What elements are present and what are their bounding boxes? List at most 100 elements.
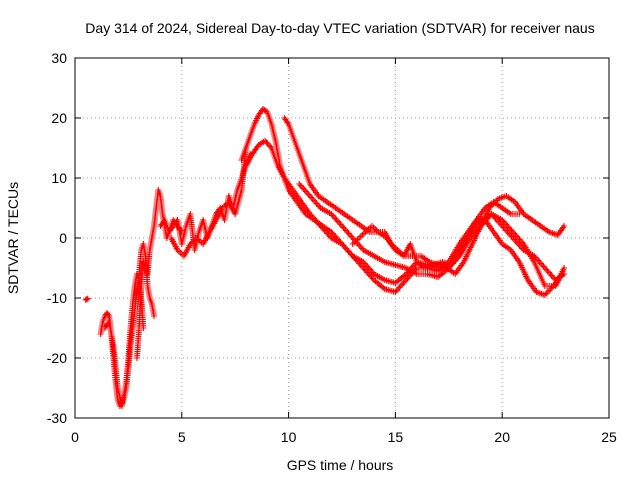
data-point bbox=[508, 227, 515, 234]
data-point bbox=[393, 287, 400, 294]
grid-lines bbox=[75, 58, 609, 418]
data-point bbox=[297, 182, 304, 189]
data-point bbox=[540, 263, 547, 270]
data-point bbox=[516, 242, 523, 249]
data-point bbox=[312, 199, 319, 205]
data-point bbox=[548, 272, 555, 279]
data-point bbox=[516, 211, 523, 217]
data-point bbox=[309, 196, 316, 202]
data-point bbox=[84, 295, 91, 302]
data-point bbox=[302, 188, 309, 195]
data-point bbox=[337, 221, 344, 228]
data-point bbox=[339, 223, 345, 229]
data-point bbox=[348, 233, 355, 240]
data-point bbox=[505, 230, 512, 237]
data-point bbox=[363, 262, 370, 268]
data-point bbox=[308, 194, 315, 201]
data-point bbox=[504, 229, 511, 235]
data-point bbox=[151, 313, 158, 319]
series-series-e bbox=[349, 199, 523, 271]
data-point bbox=[496, 220, 503, 226]
data-point bbox=[363, 268, 370, 274]
data-point bbox=[508, 233, 515, 240]
data-point bbox=[501, 220, 508, 226]
data-point bbox=[561, 223, 568, 229]
data-point bbox=[360, 265, 367, 271]
data-point bbox=[497, 221, 504, 228]
data-point bbox=[396, 284, 403, 291]
data-point bbox=[365, 271, 372, 277]
data-point bbox=[368, 268, 375, 274]
data-point bbox=[336, 220, 343, 226]
data-point bbox=[296, 181, 303, 187]
data-point bbox=[544, 268, 551, 274]
data-point bbox=[330, 232, 337, 238]
data-point bbox=[516, 236, 523, 243]
x-tick-label: 5 bbox=[178, 429, 186, 445]
data-point bbox=[503, 227, 510, 234]
data-point bbox=[357, 262, 364, 268]
data-point bbox=[513, 239, 520, 246]
data-point bbox=[504, 223, 511, 229]
data-point bbox=[264, 140, 271, 147]
data-point bbox=[541, 265, 548, 271]
data-point bbox=[333, 217, 340, 223]
data-point bbox=[343, 227, 350, 234]
data-point bbox=[305, 191, 312, 198]
data-point bbox=[545, 269, 552, 276]
data-point bbox=[397, 283, 404, 289]
series-isolated bbox=[82, 295, 91, 303]
data-point bbox=[507, 232, 514, 238]
data-point bbox=[301, 187, 308, 193]
data-point bbox=[509, 229, 516, 235]
data-point bbox=[263, 139, 270, 146]
x-tick-label: 15 bbox=[388, 429, 404, 445]
data-point bbox=[357, 244, 364, 250]
data-point bbox=[344, 229, 351, 235]
data-point bbox=[539, 262, 546, 268]
y-tick-label: 20 bbox=[51, 110, 67, 126]
data-point bbox=[306, 193, 313, 199]
data-point bbox=[367, 266, 374, 273]
y-tick-label: 10 bbox=[51, 170, 67, 186]
data-points-layer bbox=[82, 106, 568, 409]
data-point bbox=[310, 197, 317, 204]
data-point bbox=[304, 190, 311, 196]
data-point bbox=[547, 286, 554, 292]
data-point bbox=[517, 238, 524, 244]
x-axis-label: GPS time / hours bbox=[287, 457, 394, 473]
y-tick-label: -10 bbox=[47, 290, 67, 306]
data-point bbox=[399, 281, 406, 288]
data-point bbox=[499, 223, 506, 229]
data-point bbox=[515, 241, 522, 247]
data-point bbox=[356, 242, 363, 249]
chart-title: Day 314 of 2024, Sidereal Day-to-day VTE… bbox=[85, 20, 594, 36]
data-point bbox=[341, 226, 348, 232]
data-point bbox=[300, 185, 307, 192]
data-point bbox=[330, 214, 337, 220]
tick-labels: 0 5 10 15 20 25 -30 -20 -10 0 10 20 30 bbox=[47, 50, 617, 445]
axis-ticks bbox=[74, 57, 610, 419]
y-tick-label: 30 bbox=[51, 50, 67, 66]
data-point bbox=[344, 247, 351, 253]
data-point bbox=[507, 226, 514, 232]
data-point bbox=[364, 269, 371, 276]
data-point bbox=[367, 272, 374, 279]
data-point bbox=[334, 218, 341, 225]
x-tick-label: 25 bbox=[601, 429, 617, 445]
data-point bbox=[359, 263, 366, 270]
data-point bbox=[511, 236, 518, 243]
data-point bbox=[325, 232, 332, 238]
data-point bbox=[341, 244, 348, 250]
data-point bbox=[561, 271, 568, 277]
data-point bbox=[513, 233, 520, 240]
data-point bbox=[314, 202, 321, 208]
data-point bbox=[515, 235, 522, 241]
data-point bbox=[503, 221, 510, 228]
series-series-c bbox=[281, 115, 568, 277]
data-point bbox=[343, 245, 350, 252]
y-tick-label: -30 bbox=[47, 410, 67, 426]
data-point bbox=[329, 230, 336, 237]
y-tick-label: 0 bbox=[59, 230, 67, 246]
